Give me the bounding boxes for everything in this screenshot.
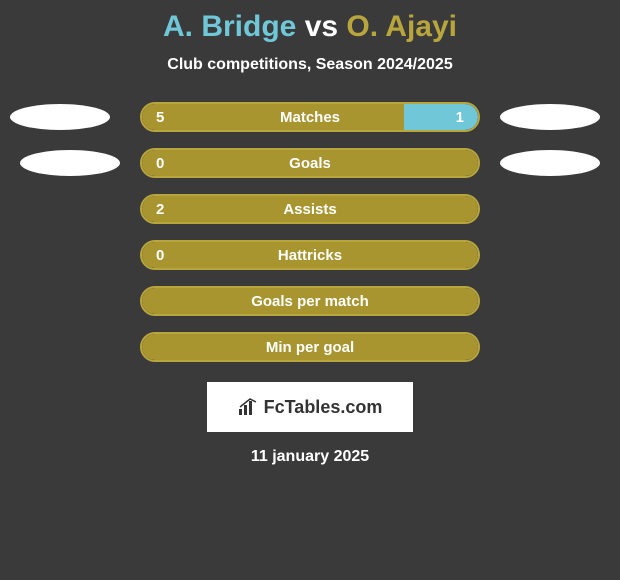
title: A. Bridge vs O. Ajayi [0,10,620,44]
vs-text: vs [305,10,338,43]
stat-value-right: 1 [456,109,464,126]
comparison-row: 0Hattricks [0,240,620,270]
decoration-ellipse [500,150,600,176]
decoration-ellipse [500,104,600,130]
comparison-row: 0Goals [0,148,620,178]
stat-bar: Goals per match [140,286,480,316]
date: 11 january 2025 [0,448,620,466]
stat-bar: 2Assists [140,194,480,224]
logo: FcTables.com [238,397,383,418]
comparison-row: Goals per match [0,286,620,316]
stat-bar: 0Goals [140,148,480,178]
player1-name: A. Bridge [163,10,296,43]
decoration-ellipse [20,150,120,176]
stat-bar: 5Matches1 [140,102,480,132]
subtitle: Club competitions, Season 2024/2025 [0,56,620,74]
chart-icon [238,398,260,416]
stat-label: Assists [142,201,478,218]
stat-label: Goals per match [142,293,478,310]
stat-label: Goals [142,155,478,172]
comparison-row: Min per goal [0,332,620,362]
stat-label: Hattricks [142,247,478,264]
logo-text: FcTables.com [264,397,383,418]
stat-label: Matches [142,109,478,126]
stat-bar: 0Hattricks [140,240,480,270]
comparison-row: 2Assists [0,194,620,224]
stat-label: Min per goal [142,339,478,356]
player2-name: O. Ajayi [346,10,457,43]
stat-bar: Min per goal [140,332,480,362]
logo-box: FcTables.com [207,382,413,432]
comparison-card: A. Bridge vs O. Ajayi Club competitions,… [0,0,620,580]
decoration-ellipse [10,104,110,130]
comparison-rows: 5Matches1 0Goals 2Assists 0Hattricks Goals p… [0,102,620,362]
comparison-row: 5Matches1 [0,102,620,132]
